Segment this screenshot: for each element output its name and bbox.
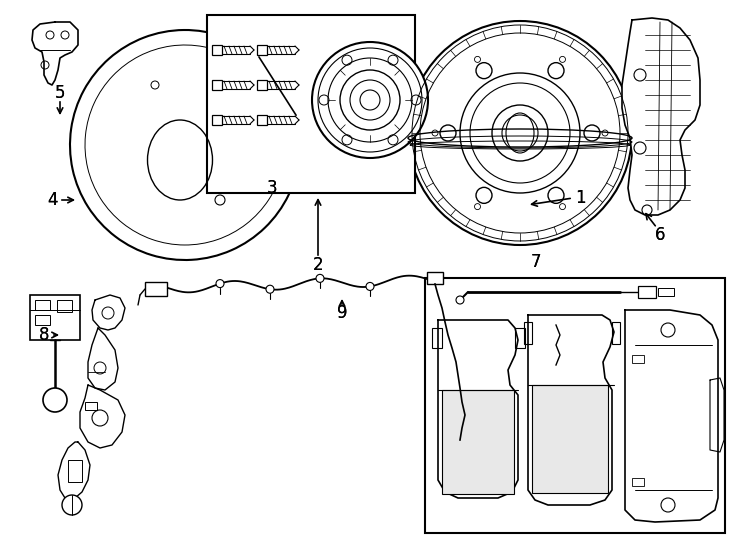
Bar [35, 300, 50, 310]
Bar [212, 115, 222, 125]
Text: 9: 9 [337, 304, 347, 322]
Bar [207, 15, 415, 193]
Polygon shape [58, 442, 90, 498]
Bar [532, 385, 608, 493]
Text: 3: 3 [266, 179, 277, 197]
Text: 2: 2 [313, 256, 323, 274]
Circle shape [62, 495, 82, 515]
Bar [442, 390, 514, 494]
Bar [57, 300, 72, 312]
Bar [658, 288, 674, 296]
Polygon shape [88, 328, 118, 390]
Text: 3: 3 [266, 179, 277, 197]
Polygon shape [622, 18, 700, 215]
Polygon shape [80, 385, 125, 448]
Bar [257, 45, 267, 55]
Text: 7: 7 [531, 253, 541, 271]
Circle shape [266, 285, 274, 293]
Text: 5: 5 [55, 84, 65, 102]
Bar [68, 460, 82, 482]
Bar [212, 45, 222, 55]
Bar [632, 355, 644, 363]
Text: 6: 6 [655, 226, 665, 244]
Bar [35, 315, 50, 325]
Bar [612, 322, 620, 344]
Polygon shape [710, 378, 724, 452]
Bar [632, 478, 644, 486]
Text: 8: 8 [39, 326, 49, 344]
Text: 5: 5 [55, 84, 65, 102]
Circle shape [366, 282, 374, 291]
Polygon shape [92, 295, 125, 330]
Text: 4: 4 [47, 191, 57, 209]
Bar [638, 286, 656, 298]
Text: 2: 2 [313, 256, 323, 274]
Circle shape [454, 437, 470, 453]
Circle shape [216, 280, 224, 288]
Polygon shape [438, 320, 518, 498]
Polygon shape [528, 315, 614, 505]
Text: 1: 1 [575, 189, 585, 207]
Text: 6: 6 [655, 226, 665, 244]
Bar [425, 278, 725, 533]
Bar [257, 115, 267, 125]
Circle shape [661, 323, 675, 337]
Bar [257, 80, 267, 90]
Polygon shape [625, 310, 718, 522]
Circle shape [408, 21, 632, 245]
Bar [515, 328, 525, 348]
Bar [145, 282, 167, 296]
Bar [85, 402, 97, 410]
Bar [30, 295, 80, 340]
Text: 7: 7 [531, 253, 541, 271]
Circle shape [661, 498, 675, 512]
Bar [524, 322, 532, 344]
Text: 9: 9 [337, 304, 347, 322]
Circle shape [456, 296, 464, 304]
Bar [212, 80, 222, 90]
Circle shape [312, 42, 428, 158]
Text: 1: 1 [575, 189, 585, 207]
Circle shape [316, 274, 324, 282]
Polygon shape [32, 22, 78, 85]
Bar [427, 272, 443, 284]
Text: 8: 8 [39, 326, 49, 344]
Text: 4: 4 [47, 191, 57, 209]
Circle shape [43, 388, 67, 412]
Bar [432, 328, 442, 348]
